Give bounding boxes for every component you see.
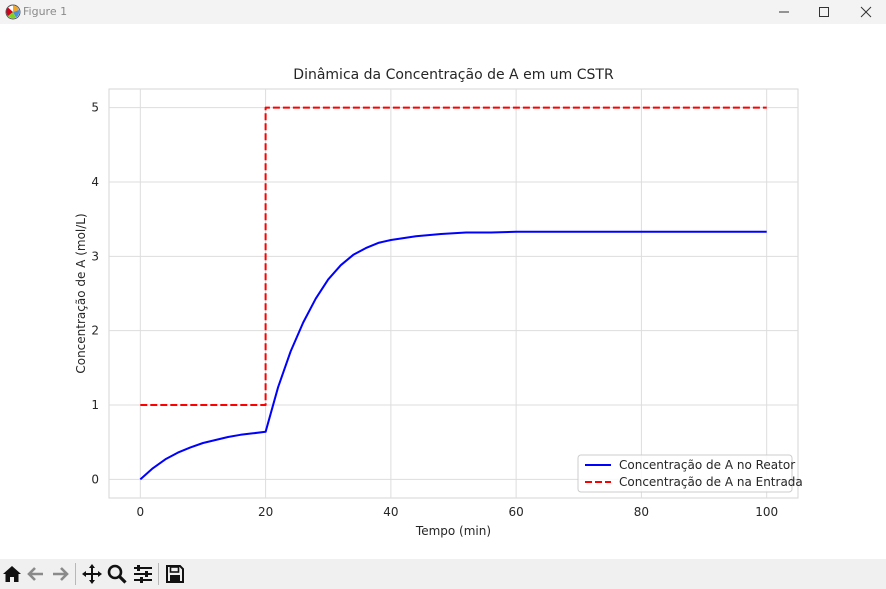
close-icon [860, 6, 872, 18]
back-arrow-icon [27, 567, 43, 581]
minimize-icon [779, 11, 789, 13]
save-button[interactable] [163, 562, 187, 586]
pan-button[interactable] [80, 562, 104, 586]
line-chart: 0 20 40 60 80 100 0 1 2 3 4 5 Dinâmica da Concentr… [74, 67, 803, 538]
close-button[interactable] [846, 0, 886, 24]
home-icon [3, 566, 21, 582]
legend-label-inlet: Concentração de A na Entrada [619, 475, 803, 489]
x-tick-label: 20 [258, 505, 273, 519]
forward-button[interactable] [48, 562, 72, 586]
x-tick-label: 80 [634, 505, 649, 519]
x-axis-label: Tempo (min) [415, 524, 491, 538]
y-tick-label: 1 [91, 398, 99, 412]
y-axis-label: Concentração de A (mol/L) [74, 213, 88, 373]
home-button[interactable] [0, 562, 24, 586]
x-tick-label: 40 [383, 505, 398, 519]
y-tick-label: 2 [91, 324, 99, 338]
series-reactor-line [139, 230, 767, 481]
series-group [139, 106, 767, 481]
x-tick-label: 0 [136, 505, 144, 519]
window-titlebar: Figure 1 [0, 0, 886, 24]
minimize-button[interactable] [764, 0, 804, 24]
x-tick-label: 100 [755, 505, 778, 519]
plot-area [108, 88, 799, 499]
x-axis-ticks: 0 20 40 60 80 100 [136, 505, 778, 519]
save-icon [166, 565, 184, 583]
toolbar-divider [75, 563, 76, 585]
y-axis-ticks: 0 1 2 3 4 5 [91, 101, 99, 487]
configure-subplots-button[interactable] [131, 562, 155, 586]
zoom-button[interactable] [105, 562, 129, 586]
legend-box [577, 454, 793, 493]
y-tick-label: 0 [91, 472, 99, 486]
window-title: Figure 1 [23, 5, 68, 18]
chart-title: Dinâmica da Concentração de A em um CSTR [293, 67, 614, 83]
legend-label-reactor: Concentração de A no Reator [619, 458, 795, 472]
navigation-toolbar [0, 559, 886, 589]
figure-canvas[interactable]: 0 20 40 60 80 100 0 1 2 3 4 5 Dinâmica da Concentr… [0, 24, 886, 555]
toolbar-divider [158, 563, 159, 585]
forward-arrow-icon [53, 567, 69, 581]
zoom-icon [107, 564, 127, 584]
y-tick-label: 3 [91, 249, 99, 263]
matplotlib-logo-icon [5, 4, 21, 20]
x-tick-label: 60 [508, 505, 523, 519]
y-tick-label: 5 [91, 101, 99, 115]
legend: Concentração de A no Reator Concentração… [577, 454, 803, 493]
configure-subplots-icon [134, 565, 152, 583]
series-inlet-line [140, 106, 767, 406]
pan-icon [82, 564, 102, 584]
maximize-button[interactable] [804, 0, 844, 24]
y-tick-label: 4 [91, 175, 99, 189]
back-button[interactable] [24, 562, 48, 586]
maximize-icon [819, 7, 829, 17]
